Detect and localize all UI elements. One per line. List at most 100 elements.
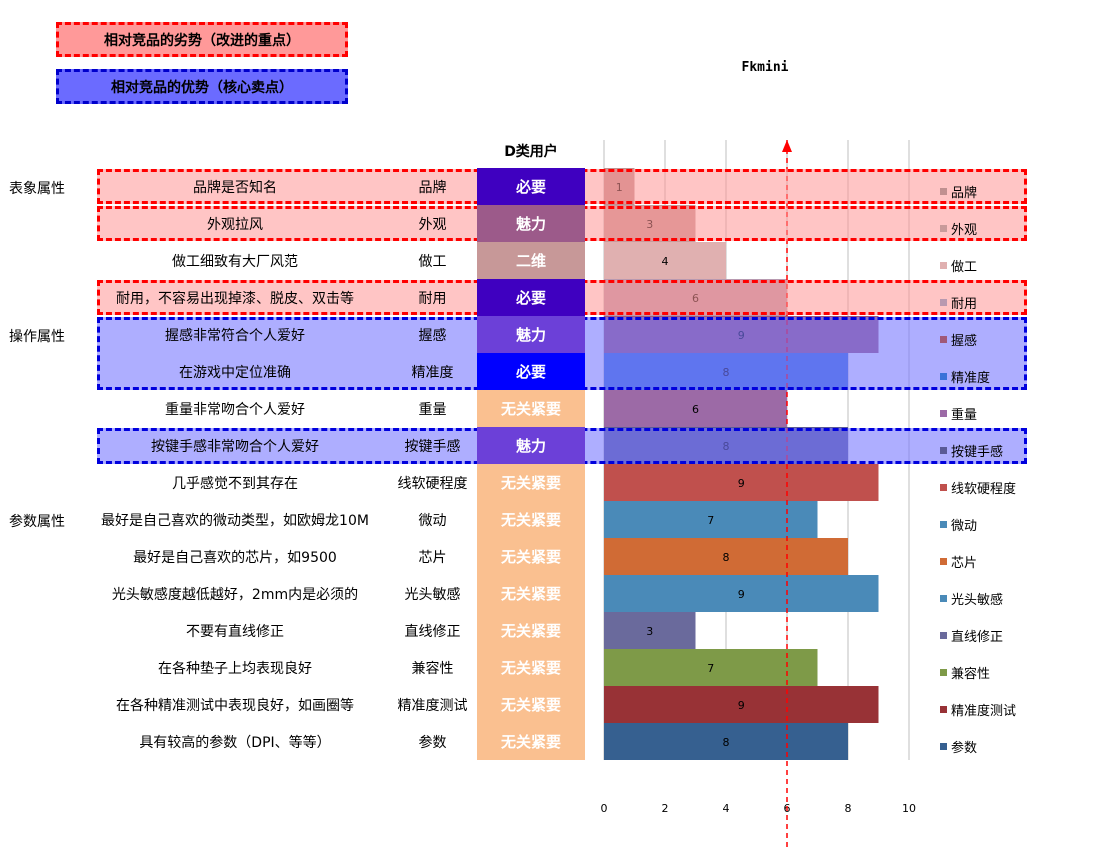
strength-legend-box: 相对竞品的优势（核心卖点）	[56, 69, 348, 104]
bar	[604, 686, 879, 723]
legend-label: 参数	[951, 741, 978, 756]
row-attribute: 精准度测试	[397, 697, 468, 714]
legend-item: 芯片	[940, 552, 977, 571]
bar	[604, 390, 787, 427]
bar	[604, 242, 726, 279]
row-attribute: 兼容性	[411, 660, 454, 677]
bar	[604, 538, 848, 575]
legend-swatch	[940, 632, 947, 639]
row-attribute: 直线修正	[404, 623, 461, 640]
x-tick-label: 2	[662, 802, 669, 815]
legend-label: 芯片	[951, 556, 978, 571]
legend-item: 精准度	[940, 367, 990, 386]
bar	[604, 612, 696, 649]
legend-label: 兼容性	[951, 667, 991, 682]
legend-swatch	[940, 669, 947, 676]
legend-item: 光头敏感	[940, 589, 1003, 608]
x-tick-label: 10	[902, 802, 916, 815]
legend-swatch	[940, 188, 947, 195]
row-description: 按键手感非常吻合个人爱好	[151, 438, 319, 455]
legend-swatch	[940, 373, 947, 380]
bar-value-label: 9	[738, 477, 745, 490]
kano-type-cell: 无关紧要	[477, 723, 585, 760]
bar-value-label: 3	[646, 625, 653, 638]
legend-swatch	[940, 225, 947, 232]
legend-swatch	[940, 262, 947, 269]
row-attribute: 按键手感	[404, 438, 461, 455]
row-description: 最好是自己喜欢的微动类型，如欧姆龙10M	[101, 512, 369, 529]
row-attribute: 光头敏感	[404, 586, 461, 603]
row-description: 耐用，不容易出现掉漆、脱皮、双击等	[116, 290, 354, 307]
kano-type-cell: 魅力	[477, 316, 585, 353]
legend-label: 精准度	[951, 371, 991, 386]
legend-label: 外观	[951, 223, 978, 238]
legend-item: 品牌	[940, 182, 977, 201]
category-group-label: 参数属性	[9, 514, 65, 530]
kano-type-cell: 无关紧要	[477, 501, 585, 538]
row-description: 在各种垫子上均表现良好	[158, 660, 312, 677]
bar-value-label: 9	[738, 699, 745, 712]
kano-type-cell: 无关紧要	[477, 612, 585, 649]
chart-title: Fkmini	[741, 60, 789, 75]
legend-label: 直线修正	[951, 630, 1004, 645]
kano-type-cell: 魅力	[477, 205, 585, 242]
reference-line-arrowhead	[782, 140, 792, 152]
legend-item: 直线修正	[940, 626, 1003, 645]
legend-item: 微动	[940, 515, 977, 534]
bar-value-label: 4	[662, 255, 669, 268]
row-attribute: 做工	[418, 253, 447, 270]
column-header: D类用户	[504, 144, 558, 160]
legend-swatch	[940, 706, 947, 713]
kano-type-cell: 魅力	[477, 427, 585, 464]
legend-item: 按键手感	[940, 441, 1003, 460]
legend-label: 精准度测试	[951, 704, 1017, 719]
legend-swatch	[940, 484, 947, 491]
kano-type-cell: 无关紧要	[477, 686, 585, 723]
legend-item: 外观	[940, 219, 977, 238]
legend-item: 握感	[940, 330, 977, 349]
kano-type-cell: 二维	[477, 242, 585, 279]
bar-value-label: 7	[707, 514, 714, 527]
row-description: 在各种精准测试中表现良好，如画圈等	[116, 697, 354, 714]
row-description: 不要有直线修正	[186, 623, 284, 640]
legend-label: 微动	[951, 519, 978, 534]
bar-value-label: 7	[707, 662, 714, 675]
row-attribute: 耐用	[418, 290, 447, 307]
row-attribute: 参数	[418, 734, 447, 751]
row-attribute: 品牌	[418, 179, 447, 196]
kano-type-cell: 必要	[477, 279, 585, 316]
legend-swatch	[940, 595, 947, 602]
bar	[604, 501, 818, 538]
category-group-label: 操作属性	[9, 329, 65, 345]
bar-value-label: 9	[738, 588, 745, 601]
x-tick-label: 8	[845, 802, 852, 815]
row-description: 具有较高的参数（DPI、等等）	[139, 734, 331, 751]
row-attribute: 精准度	[411, 364, 454, 381]
bar	[604, 723, 848, 760]
legend-swatch	[940, 743, 947, 750]
legend-item: 兼容性	[940, 663, 990, 682]
row-description: 做工细致有大厂风范	[172, 253, 298, 270]
kano-type-cell: 必要	[477, 353, 585, 390]
legend-label: 按键手感	[951, 445, 1004, 460]
bar	[604, 464, 879, 501]
bar	[604, 649, 818, 686]
legend-item: 线软硬程度	[940, 478, 1016, 497]
legend-swatch	[940, 447, 947, 454]
row-description: 在游戏中定位准确	[179, 364, 291, 381]
row-description: 外观拉风	[207, 216, 263, 233]
kano-type-cell: 无关紧要	[477, 390, 585, 427]
legend-label: 线软硬程度	[951, 482, 1017, 497]
legend-item: 精准度测试	[940, 700, 1016, 719]
legend-swatch	[940, 410, 947, 417]
legend-label: 耐用	[951, 297, 978, 312]
legend-label: 握感	[951, 334, 978, 349]
legend-label: 做工	[951, 260, 978, 275]
row-attribute: 握感	[418, 327, 447, 344]
legend-item: 耐用	[940, 293, 977, 312]
kano-type-cell: 无关紧要	[477, 538, 585, 575]
row-attribute: 线软硬程度	[397, 475, 468, 492]
row-description: 品牌是否知名	[193, 179, 277, 196]
bar	[604, 575, 879, 612]
row-description: 几乎感觉不到其存在	[172, 475, 298, 492]
